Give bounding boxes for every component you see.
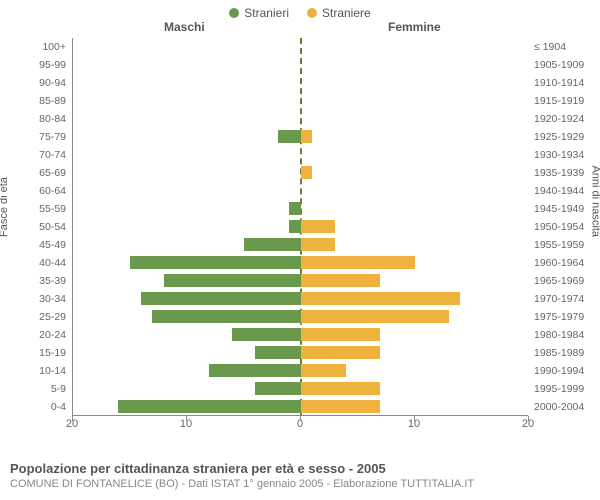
bar-female	[301, 130, 312, 143]
birth-year-label: 1950-1954	[534, 221, 584, 233]
age-label: 60-64	[0, 185, 66, 197]
age-label: 45-49	[0, 239, 66, 251]
age-label: 55-59	[0, 203, 66, 215]
column-header-female: Femmine	[388, 20, 441, 34]
bar-male	[289, 220, 300, 233]
age-label: 20-24	[0, 329, 66, 341]
birth-year-label: 1975-1979	[534, 311, 584, 323]
birth-year-label: 1980-1984	[534, 329, 584, 341]
plot-region	[72, 38, 528, 416]
bar-female	[301, 238, 335, 251]
bar-male	[164, 274, 301, 287]
birth-year-label: 1940-1944	[534, 185, 584, 197]
age-label: 65-69	[0, 167, 66, 179]
birth-year-label: 1935-1939	[534, 167, 584, 179]
bar-female	[301, 220, 335, 233]
birth-year-label: ≤ 1904	[534, 41, 566, 53]
birth-year-label: 1965-1969	[534, 275, 584, 287]
bar-female	[301, 400, 381, 413]
legend-item-male: Stranieri	[229, 6, 289, 20]
birth-year-label: 1925-1929	[534, 131, 584, 143]
bar-male	[130, 256, 301, 269]
legend-item-female: Straniere	[307, 6, 371, 20]
x-tick-mark	[414, 416, 415, 421]
birth-year-label: 1960-1964	[534, 257, 584, 269]
birth-year-label: 1955-1959	[534, 239, 584, 251]
bar-female	[301, 382, 381, 395]
birth-year-label: 1910-1914	[534, 77, 584, 89]
age-label: 40-44	[0, 257, 66, 269]
age-label: 25-29	[0, 311, 66, 323]
bar-female	[301, 310, 449, 323]
x-tick-mark	[186, 416, 187, 421]
age-label: 70-74	[0, 149, 66, 161]
birth-year-label: 1995-1999	[534, 383, 584, 395]
birth-year-label: 1970-1974	[534, 293, 584, 305]
bar-male	[255, 346, 301, 359]
bar-male	[244, 238, 301, 251]
age-label: 95-99	[0, 59, 66, 71]
legend: Stranieri Straniere	[0, 0, 600, 20]
bar-female	[301, 166, 312, 179]
birth-year-label: 1945-1949	[534, 203, 584, 215]
bar-male	[209, 364, 300, 377]
bar-male	[278, 130, 301, 143]
birth-year-label: 2000-2004	[534, 401, 584, 413]
x-tick-mark	[72, 416, 73, 421]
legend-swatch-male	[229, 8, 239, 18]
birth-year-label: 1985-1989	[534, 347, 584, 359]
age-label: 100+	[0, 41, 66, 53]
column-headers: Maschi Femmine	[0, 20, 600, 38]
age-label: 50-54	[0, 221, 66, 233]
chart-footer: Popolazione per cittadinanza straniera p…	[10, 461, 590, 490]
x-tick-mark	[300, 416, 301, 421]
legend-swatch-female	[307, 8, 317, 18]
bar-male	[118, 400, 300, 413]
bar-male	[141, 292, 301, 305]
column-header-male: Maschi	[164, 20, 205, 34]
bar-male	[232, 328, 300, 341]
bar-male	[152, 310, 300, 323]
bar-female	[301, 328, 381, 341]
bar-male	[255, 382, 301, 395]
bar-male	[289, 202, 300, 215]
birth-year-label: 1905-1909	[534, 59, 584, 71]
bar-female	[301, 346, 381, 359]
birth-year-label: 1915-1919	[534, 95, 584, 107]
age-label: 85-89	[0, 95, 66, 107]
age-label: 35-39	[0, 275, 66, 287]
age-label: 90-94	[0, 77, 66, 89]
bar-female	[301, 256, 415, 269]
age-label: 80-84	[0, 113, 66, 125]
x-tick-mark	[528, 416, 529, 421]
bar-female	[301, 364, 347, 377]
chart-area: Fasce di età Anni di nascita 201001020 1…	[0, 38, 600, 436]
bar-female	[301, 292, 461, 305]
age-label: 15-19	[0, 347, 66, 359]
birth-year-label: 1920-1924	[534, 113, 584, 125]
age-label: 0-4	[0, 401, 66, 413]
birth-year-label: 1930-1934	[534, 149, 584, 161]
bar-female	[301, 274, 381, 287]
footer-title: Popolazione per cittadinanza straniera p…	[10, 461, 590, 476]
age-label: 10-14	[0, 365, 66, 377]
legend-label-male: Stranieri	[244, 6, 289, 20]
y-axis-right-label: Anni di nascita	[590, 165, 600, 237]
age-label: 30-34	[0, 293, 66, 305]
footer-subtitle: COMUNE DI FONTANELICE (BO) - Dati ISTAT …	[10, 478, 590, 490]
age-label: 5-9	[0, 383, 66, 395]
age-label: 75-79	[0, 131, 66, 143]
birth-year-label: 1990-1994	[534, 365, 584, 377]
legend-label-female: Straniere	[322, 6, 371, 20]
